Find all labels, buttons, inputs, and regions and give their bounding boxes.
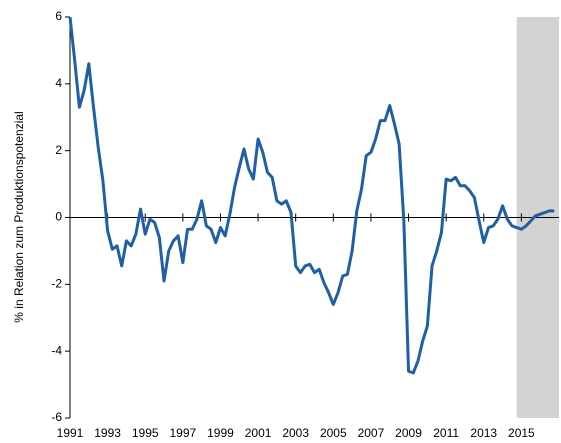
y-tick-label: 0 xyxy=(55,210,62,224)
x-tick-label: 1995 xyxy=(132,426,159,440)
x-tick-label: 2015 xyxy=(508,426,535,440)
data-line xyxy=(68,16,555,375)
x-tick-label: 1991 xyxy=(57,426,84,440)
y-axis-label: % in Relation zum Produktionspotenzial xyxy=(12,111,26,322)
y-tick-label: -6 xyxy=(51,410,62,424)
x-tick-label: 2007 xyxy=(358,426,385,440)
x-tick-label: 2011 xyxy=(433,426,459,440)
x-tick-label: 2001 xyxy=(245,426,272,440)
x-tick-label: 1997 xyxy=(169,426,196,440)
x-tick-label: 2003 xyxy=(282,426,309,440)
x-tick-label: 1993 xyxy=(94,426,121,440)
y-tick-label: 2 xyxy=(55,143,62,157)
x-tick-label: 1999 xyxy=(207,426,234,440)
x-tick-label: 2005 xyxy=(320,426,347,440)
x-tick-label: 2013 xyxy=(470,426,497,440)
x-tick-label: 2009 xyxy=(395,426,422,440)
y-tick-label: -4 xyxy=(51,343,62,357)
y-tick-label: 4 xyxy=(55,76,62,90)
y-tick-label: -2 xyxy=(51,277,62,291)
y-tick-label: 6 xyxy=(55,9,62,23)
